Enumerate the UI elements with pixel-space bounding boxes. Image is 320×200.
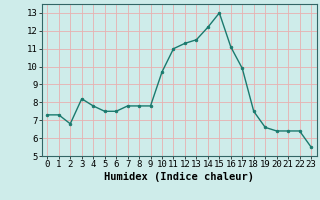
X-axis label: Humidex (Indice chaleur): Humidex (Indice chaleur) <box>104 172 254 182</box>
